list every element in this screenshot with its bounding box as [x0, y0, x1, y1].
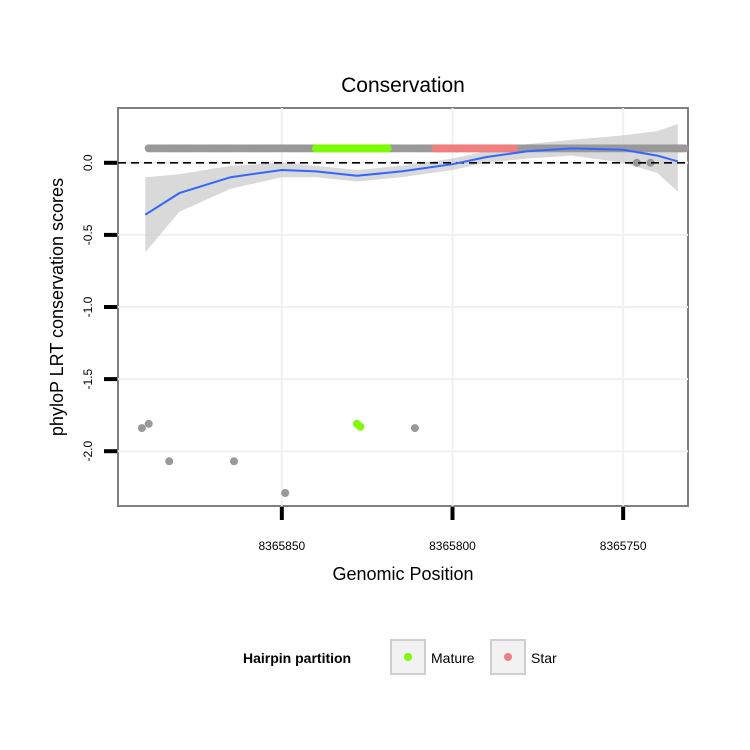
legend: Hairpin partition Mature Star — [243, 639, 557, 675]
legend-swatch-star — [504, 653, 512, 661]
legend-label-star: Star — [531, 650, 557, 666]
data-point-other-1 — [144, 419, 153, 428]
data-point-other-8 — [632, 158, 641, 167]
y-axis: 0.0 -0.5 -1.0 -1.5 -2.0 — [81, 154, 117, 462]
legend-label-mature: Mature — [431, 650, 475, 666]
data-point-other-9 — [646, 158, 655, 167]
chart-title: Conservation — [341, 74, 465, 97]
y-axis-label: phyloP LRT conservation scores — [47, 178, 67, 436]
confidence-band — [145, 123, 678, 253]
data-points — [137, 144, 689, 497]
data-point-other-4 — [281, 489, 290, 497]
legend-item-mature: Mature — [390, 639, 475, 675]
plot-area — [117, 107, 689, 507]
x-tick-label-2: 8365750 — [600, 539, 647, 553]
data-point-mature-1 — [356, 422, 365, 431]
y-tick-label-4: -2.0 — [81, 441, 95, 462]
y-tick-label-2: -1.0 — [81, 296, 95, 317]
legend-key-mature — [390, 639, 426, 675]
x-tick-label-0: 8365850 — [258, 539, 305, 553]
y-tick-label-0: 0.0 — [81, 154, 95, 171]
smooth-line — [144, 147, 679, 216]
x-axis: 8365850 8365800 8365750 — [258, 507, 647, 553]
y-tick-label-3: -1.5 — [81, 368, 95, 389]
data-point-mature-band — [383, 144, 392, 153]
data-point-star-band — [509, 144, 518, 153]
legend-swatch-mature — [404, 653, 412, 661]
data-point-other-0 — [137, 424, 146, 433]
x-axis-label: Genomic Position — [332, 564, 473, 584]
y-tick-label-1: -0.5 — [81, 224, 95, 245]
x-tick-label-1: 8365800 — [429, 539, 476, 553]
smooth-line-group — [144, 147, 679, 216]
data-point-other-7 — [677, 144, 686, 153]
data-point-other-5 — [410, 424, 419, 433]
smooth-confidence-band — [145, 123, 678, 253]
legend-item-star: Star — [490, 639, 557, 675]
data-point-other-3 — [230, 457, 238, 466]
data-point-other-2 — [165, 457, 174, 466]
legend-title: Hairpin partition — [243, 650, 351, 666]
